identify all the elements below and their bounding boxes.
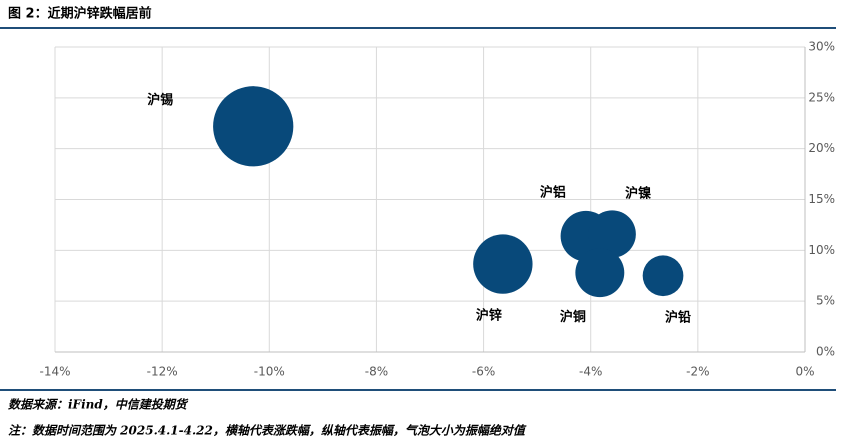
note: 注：数据时间范围为 2025.4.1-4.22，横轴代表涨跌幅，纵轴代表振幅，气…	[8, 424, 527, 438]
figure-title: 图 2：近期沪锌跌幅居前	[8, 6, 152, 22]
y-tick-label: 30%	[808, 40, 835, 54]
x-tick-label: -2%	[686, 365, 709, 379]
bubble-label: 沪锡	[147, 92, 173, 108]
bubble-label: 沪铝	[540, 185, 566, 201]
y-tick-label: 25%	[808, 90, 835, 104]
bubble	[213, 86, 294, 167]
x-tick-label: -4%	[579, 365, 602, 379]
bubble-label: 沪铜	[560, 309, 586, 325]
source: 数据来源：iFind，中信建投期货	[8, 398, 189, 412]
x-tick-label: -8%	[365, 365, 388, 379]
y-tick-label: 15%	[808, 192, 835, 206]
bubble-label: 沪铅	[665, 309, 691, 325]
x-tick-label: -6%	[472, 365, 495, 379]
bubble	[642, 255, 684, 297]
bubble-label: 沪锌	[476, 308, 502, 324]
bubble	[575, 248, 625, 298]
x-tick-label: -14%	[39, 365, 70, 379]
bubble-label: 沪镍	[625, 186, 651, 202]
y-tick-label: 5%	[816, 294, 835, 308]
plot: -14% -12% -10% -8% -6% -4% -2% 0%0% 5% 10% 15% 20% 2…	[39, 40, 835, 379]
y-tick-label: 20%	[808, 141, 835, 155]
bubble	[473, 234, 533, 294]
y-tick-label: 0%	[816, 345, 835, 359]
x-tick-label: 0%	[795, 365, 814, 379]
y-tick-label: 10%	[808, 243, 835, 257]
bubble	[588, 210, 636, 258]
x-tick-label: -12%	[147, 365, 178, 379]
x-tick-label: -10%	[254, 365, 285, 379]
